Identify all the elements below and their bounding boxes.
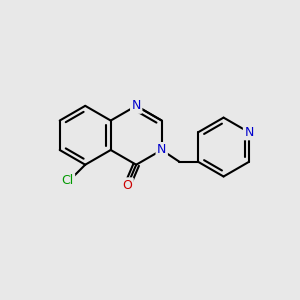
Text: N: N [157, 143, 166, 157]
Text: Cl: Cl [61, 174, 74, 188]
Text: O: O [122, 179, 132, 192]
Text: N: N [131, 99, 141, 112]
Text: N: N [244, 126, 254, 139]
